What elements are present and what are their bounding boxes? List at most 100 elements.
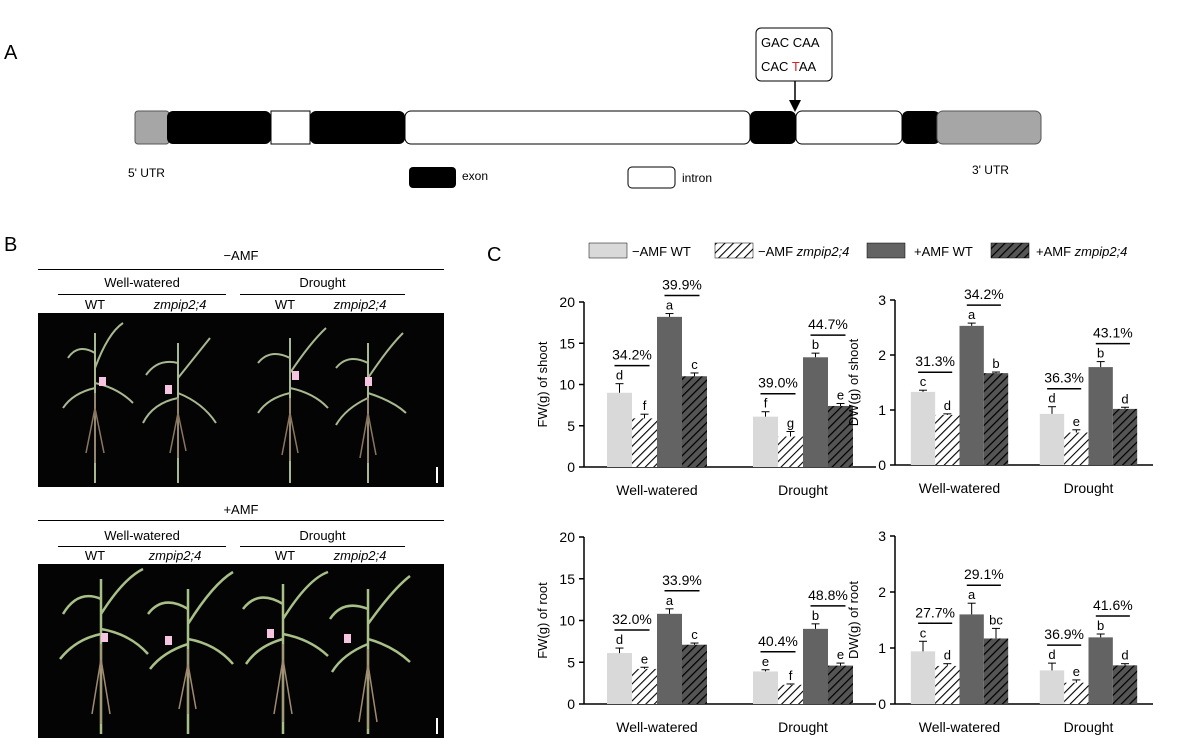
significance-letter: f (764, 396, 768, 411)
panel-label-c: C (487, 244, 502, 266)
bar (1039, 670, 1065, 704)
significance-letter: e (641, 651, 648, 666)
mutant-label: zmpip2;4 (148, 548, 202, 563)
significance-letter: e (1073, 664, 1080, 679)
percent-label: 36.3% (1044, 370, 1084, 386)
significance-letter: c (920, 625, 927, 640)
y-tick-label: 20 (559, 294, 575, 310)
y-tick-label: 1 (878, 640, 886, 656)
y-tick-label: 0 (878, 696, 886, 712)
legend-label: −AMF zmpip2;4 (758, 244, 850, 259)
y-tick-label: 2 (878, 347, 886, 363)
significance-letter: a (666, 298, 674, 313)
bar (682, 376, 707, 467)
y-tick-label: 15 (559, 335, 575, 351)
percent-label: 44.7% (808, 316, 848, 332)
y-tick-label: 5 (567, 654, 575, 670)
significance-letter: e (837, 387, 844, 402)
callout-mutant-seq: CAC TAA (761, 59, 817, 74)
y-tick-label: 5 (567, 418, 575, 434)
legend-label: +AMF zmpip2;4 (1036, 244, 1128, 259)
significance-letter: c (691, 627, 698, 642)
bar (753, 416, 778, 467)
significance-letter: d (1048, 391, 1055, 406)
x-category-label: Well-watered (616, 719, 697, 735)
bar (1039, 413, 1065, 465)
significance-letter: a (666, 593, 674, 608)
y-tick-label: 20 (559, 529, 575, 545)
wt-label: WT (274, 548, 296, 563)
utr5-label: 5' UTR (128, 166, 165, 180)
legend-intron-swatch (627, 166, 676, 189)
x-category-label: Well-watered (919, 719, 1000, 735)
percent-label: 43.1% (1093, 325, 1133, 341)
bar (828, 665, 853, 704)
significance-letter: f (789, 668, 793, 683)
significance-letter: d (944, 648, 951, 663)
y-tick-label: 3 (878, 292, 886, 308)
x-category-label: Drought (778, 719, 828, 735)
x-category-label: Drought (1064, 480, 1114, 496)
percent-label: 48.8% (808, 587, 848, 603)
mutation-base: T (791, 59, 799, 74)
bar (1088, 637, 1113, 704)
significance-letter: bc (989, 612, 1003, 627)
legend-label: +AMF WT (914, 244, 973, 259)
significance-letter: c (691, 357, 698, 372)
plant-photo-amf-minus (38, 313, 444, 487)
exon-4 (902, 111, 940, 144)
significance-letter: b (1097, 346, 1104, 361)
significance-letter: e (837, 647, 844, 662)
legend-label: −AMF WT (632, 244, 691, 259)
bar (753, 671, 778, 704)
bar (632, 418, 657, 467)
y-tick-label: 10 (559, 377, 575, 393)
photo-group-title-amf-plus: +AMF (223, 502, 259, 517)
percent-label: 32.0% (612, 611, 652, 627)
significance-letter: b (812, 608, 819, 623)
legend-swatch (588, 242, 628, 259)
y-axis-label: FW(g) of shoot (535, 341, 550, 427)
mutant-label: zmpip2;4 (333, 548, 387, 563)
y-tick-label: 0 (878, 457, 886, 473)
wt-label: WT (84, 548, 106, 563)
percent-label: 29.1% (964, 566, 1004, 582)
significance-letter: d (616, 368, 623, 383)
bar (935, 414, 960, 465)
bar (632, 668, 657, 704)
significance-letter: e (1073, 414, 1080, 429)
percent-label: 27.7% (915, 604, 955, 620)
header-rule (58, 546, 226, 547)
legend-exon-swatch (409, 167, 456, 188)
plant-illustration (62, 322, 407, 483)
bar (607, 653, 632, 704)
bar (983, 373, 1009, 465)
percent-label: 33.9% (662, 572, 702, 588)
significance-letter: f (643, 398, 647, 413)
bar (828, 405, 853, 467)
significance-letter: d (1048, 647, 1055, 662)
y-tick-label: 0 (567, 696, 575, 712)
significance-letter: a (968, 307, 976, 322)
significance-letter: a (968, 587, 976, 602)
drought-header: Drought (299, 275, 346, 290)
bar (910, 651, 936, 704)
y-tick-label: 10 (559, 613, 575, 629)
bar (778, 436, 803, 467)
legend-swatch (714, 242, 754, 259)
legend-swatch (866, 242, 906, 259)
bar-chart: 0 1 2 3 DW(g) of root Well-watered c d abc 27.7% 2… (846, 528, 1153, 735)
header-rule (240, 546, 405, 547)
percent-label: 36.9% (1044, 626, 1084, 642)
x-category-label: Drought (1064, 719, 1114, 735)
percent-label: 39.0% (758, 375, 798, 391)
header-rule (38, 269, 444, 270)
x-category-label: Well-watered (616, 482, 697, 498)
bar (778, 684, 803, 704)
x-category-label: Drought (778, 482, 828, 498)
callout-wildtype-seq: GAC CAA (761, 35, 820, 50)
y-axis-label: DW(g) of shoot (846, 338, 861, 426)
bar (935, 665, 960, 704)
bar (910, 391, 936, 465)
